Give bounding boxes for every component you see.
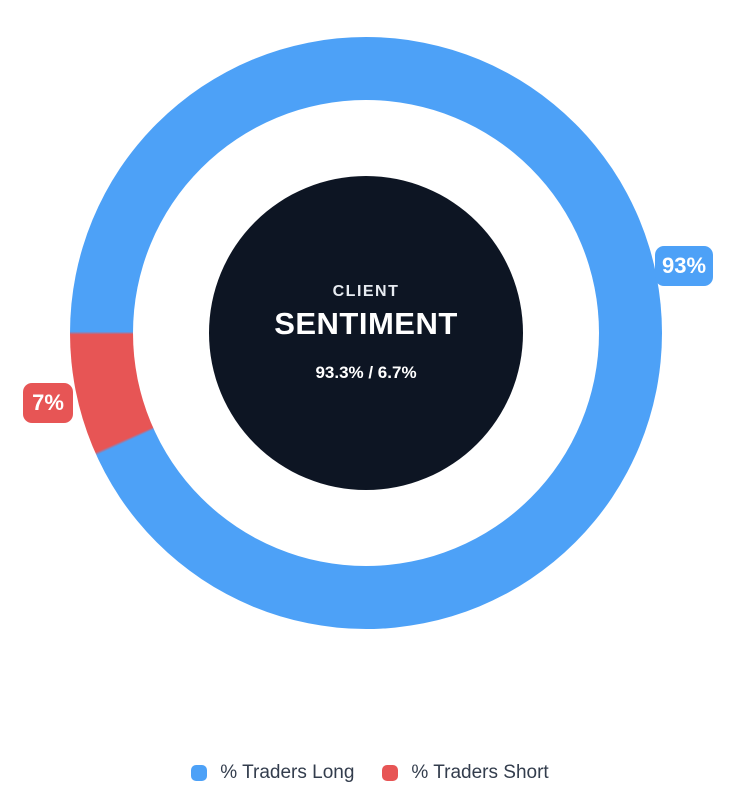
chart-legend: % Traders Long % Traders Short <box>0 762 740 784</box>
long-swatch-icon <box>191 765 208 781</box>
center-ratio-value: 93.3% / 6.7% <box>315 363 417 382</box>
center-disc: CLIENT SENTIMENT 93.3% / 6.7% <box>209 176 523 490</box>
legend-item-traders-long[interactable]: % Traders Long <box>191 762 354 784</box>
legend-item-traders-short[interactable]: % Traders Short <box>382 762 549 784</box>
legend-label-short: % Traders Short <box>411 762 549 783</box>
short-percentage-badge: 7% <box>23 383 73 423</box>
center-title: SENTIMENT <box>274 306 458 341</box>
short-swatch-icon <box>382 765 399 781</box>
legend-label-long: % Traders Long <box>220 762 355 783</box>
center-kicker-label: CLIENT <box>332 283 400 300</box>
long-percentage-badge: 93% <box>655 246 713 286</box>
